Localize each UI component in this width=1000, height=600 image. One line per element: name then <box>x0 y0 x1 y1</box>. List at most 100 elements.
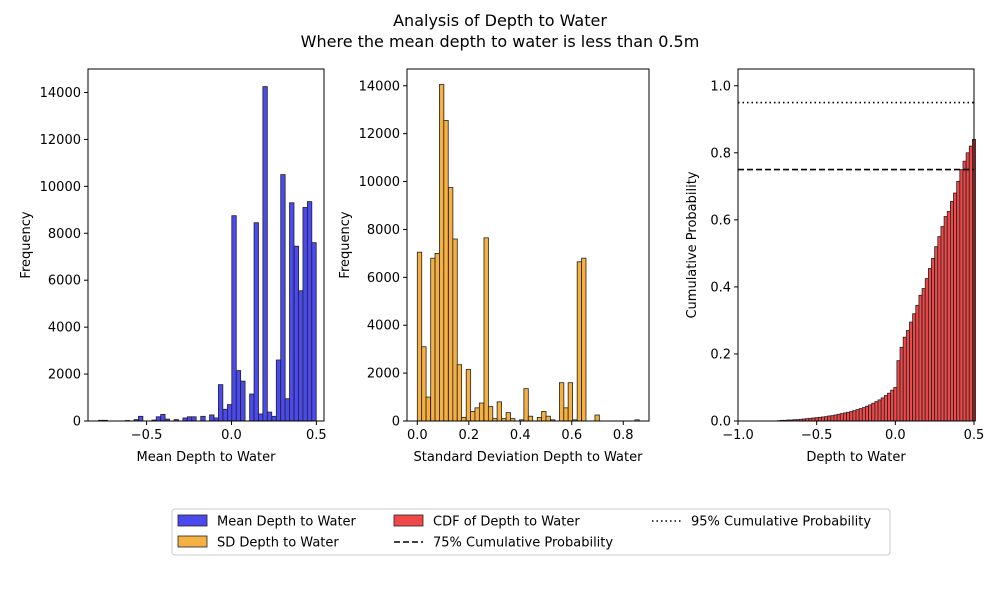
bar-31 <box>289 202 295 422</box>
y-tick-label: 2000 <box>48 368 81 383</box>
bar-16 <box>487 406 494 422</box>
bar-4 <box>138 415 144 422</box>
bar-61 <box>968 145 973 422</box>
bar-22 <box>249 393 255 422</box>
bar-25 <box>536 417 543 422</box>
bar-43 <box>912 313 917 422</box>
bar-7 <box>160 414 166 422</box>
bar-33 <box>576 261 582 422</box>
y-tick-label: 12000 <box>359 127 400 142</box>
bar-24 <box>258 413 264 422</box>
bar-47 <box>924 278 929 422</box>
bar-60 <box>965 152 970 422</box>
figure-subtitle: Where the mean depth to water is less th… <box>301 32 700 51</box>
bar-0 <box>416 251 423 422</box>
bar-45 <box>918 294 923 422</box>
bar-55 <box>950 201 954 422</box>
bar-3 <box>430 257 436 422</box>
x-tick-label: 0.0 <box>885 428 906 443</box>
bar-34 <box>581 257 587 422</box>
bar-22 <box>846 411 851 422</box>
x-axis-label: Standard Deviation Depth to Water <box>414 450 644 465</box>
bar-16 <box>827 415 832 422</box>
bar-53 <box>943 216 948 422</box>
legend-label: 95% Cumulative Probability <box>691 515 871 530</box>
bar-35 <box>887 392 891 422</box>
sd-depth-panel: 0.0 0.2 0.4 0.6 0.8 0 2000 4000 6000 8000 10000 120… <box>338 68 650 465</box>
axes-frame <box>406 68 650 422</box>
bar-29 <box>868 404 873 422</box>
y-axis-label: Frequency <box>338 211 353 278</box>
x-tick-label: 0.5 <box>964 428 985 443</box>
bar-5 <box>439 84 445 422</box>
x-axis-label: Depth to Water <box>806 450 906 465</box>
x-tick-label: 0.8 <box>613 428 634 443</box>
bar-2 <box>425 396 431 422</box>
y-tick-label: 0.6 <box>710 213 731 228</box>
bar-6 <box>155 416 162 422</box>
bar-27 <box>861 407 866 422</box>
bar-31 <box>874 401 879 422</box>
x-tick-label: 0.0 <box>221 428 242 443</box>
mean-depth-panel: −0.5 0.0 0.5 0 2000 4000 6000 8000 10000 12000 140… <box>19 68 327 465</box>
bar-24 <box>852 410 857 422</box>
y-tick-label: 0 <box>73 415 81 430</box>
bar-15 <box>824 416 829 422</box>
bar-34 <box>883 395 888 422</box>
bar-19 <box>836 413 841 422</box>
bar-23 <box>253 222 259 422</box>
bar-38 <box>896 360 901 422</box>
legend-label: Mean Depth to Water <box>217 515 357 530</box>
bar-27 <box>545 415 551 422</box>
bar-13 <box>474 407 480 422</box>
bar-36 <box>890 389 895 422</box>
bar-49 <box>931 258 936 422</box>
bar-51 <box>937 236 942 422</box>
bar-33 <box>298 290 304 422</box>
y-tick-label: 4000 <box>367 319 400 334</box>
y-tick-label: 0.0 <box>710 415 731 430</box>
y-tick-label: 6000 <box>367 271 400 286</box>
bar-21 <box>240 380 246 422</box>
y-tick-label: 8000 <box>48 227 81 242</box>
y-tick-label: 2000 <box>367 367 400 382</box>
legend-swatch <box>393 514 424 527</box>
legend-box <box>171 508 891 556</box>
y-tick-label: 10000 <box>359 175 400 190</box>
y-tick-label: 0 <box>392 415 400 430</box>
y-tick-label: 14000 <box>359 79 400 94</box>
bar-40 <box>902 336 907 422</box>
y-tick-label: 4000 <box>48 321 81 336</box>
y-tick-label: 6000 <box>48 274 81 289</box>
bar-32 <box>293 245 299 422</box>
bar-30 <box>563 407 569 422</box>
bar-26 <box>858 408 863 422</box>
bar-14 <box>820 416 825 422</box>
bar-15 <box>483 237 489 422</box>
bar-8 <box>452 238 458 422</box>
bar-46 <box>921 288 926 422</box>
bar-32 <box>877 399 882 422</box>
bar-13 <box>817 416 822 422</box>
bar-14 <box>209 414 215 422</box>
bar-18 <box>226 404 233 422</box>
legend-label: 75% Cumulative Probability <box>433 536 613 551</box>
bar-36 <box>311 242 317 422</box>
bar-42 <box>909 321 914 422</box>
legend-label: SD Depth to Water <box>217 536 339 551</box>
y-tick-label: 14000 <box>40 86 81 101</box>
bar-50 <box>934 246 939 422</box>
y-tick-label: 0.2 <box>710 347 731 362</box>
x-tick-label: 0.0 <box>407 428 428 443</box>
bar-1 <box>421 346 427 422</box>
bar-14 <box>478 402 485 422</box>
bar-57 <box>956 180 961 422</box>
bar-30 <box>284 398 290 422</box>
cdf-depth-panel: −1.0 −0.5 0.0 0.5 0.0 0.2 0.4 0.6 0.8 1.0 Depth to… <box>685 68 985 465</box>
legend-label: CDF of Depth to Water <box>433 515 580 530</box>
x-axis-label: Mean Depth to Water <box>137 450 277 465</box>
axes-frame <box>87 68 325 422</box>
bar-41 <box>905 330 910 422</box>
bar-12 <box>191 416 197 422</box>
bar-12 <box>470 411 476 422</box>
